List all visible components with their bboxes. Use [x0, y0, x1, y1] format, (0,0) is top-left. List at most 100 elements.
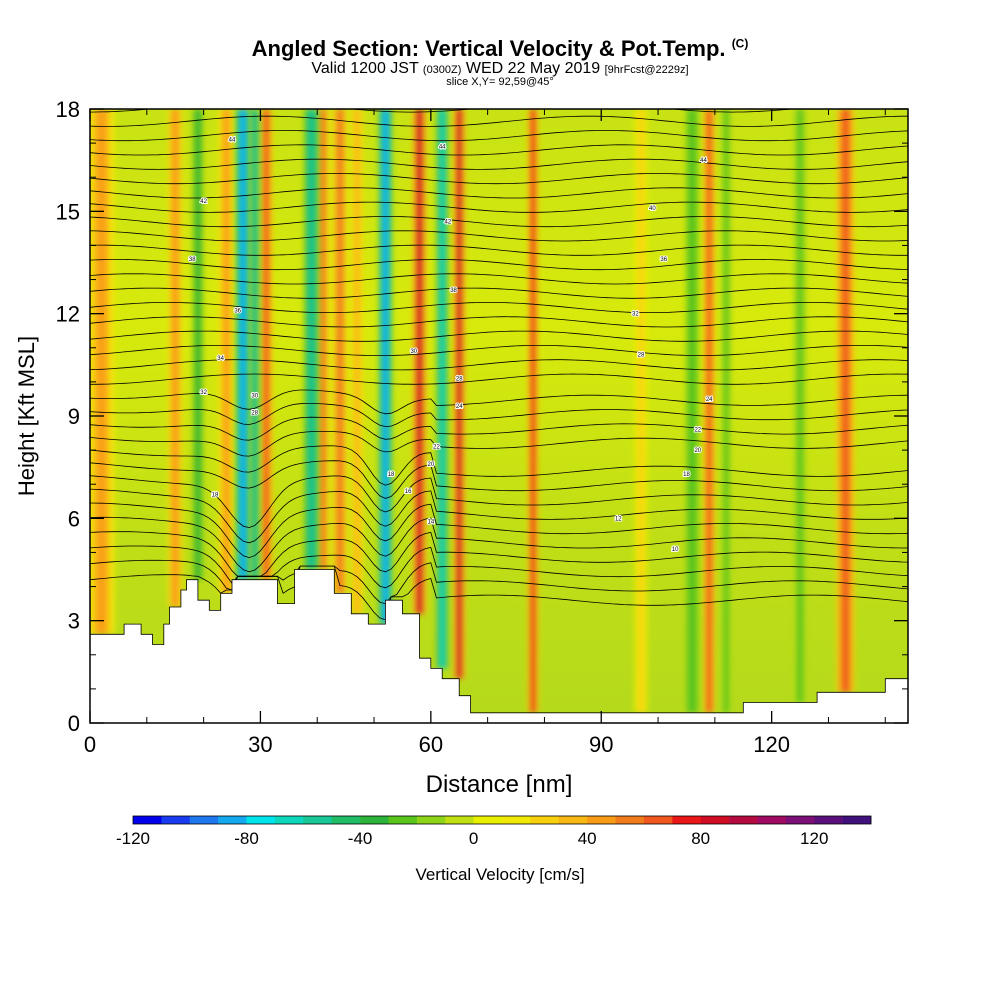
- colorbar-swatch: [530, 816, 560, 824]
- colorbar-swatch: [502, 816, 531, 824]
- updraft-band: [218, 109, 235, 594]
- isentrope-line: [90, 316, 908, 328]
- isentrope-label: 18: [683, 472, 690, 478]
- isentrope-line: [90, 460, 908, 499]
- isentrope-label: 22: [694, 428, 701, 434]
- x-tick-label: 60: [419, 732, 443, 757]
- colorbar-swatch: [161, 816, 191, 824]
- downdraft-band: [249, 109, 261, 580]
- colorbar-swatch: [587, 816, 616, 824]
- updraft-band: [703, 109, 716, 713]
- x-tick-label: 0: [84, 732, 96, 757]
- colorbar-swatch: [700, 816, 730, 824]
- colorbar-swatch: [331, 816, 361, 824]
- updraft-band: [836, 109, 855, 693]
- isentrope-label: 28: [456, 376, 463, 382]
- downdraft-band: [793, 109, 807, 703]
- isentrope-label: 40: [649, 206, 656, 212]
- x-tick-label: 30: [248, 732, 272, 757]
- isentrope-line: [90, 516, 908, 573]
- isentrope-label: 36: [234, 308, 241, 314]
- downdraft-band: [379, 109, 392, 625]
- plot-area: 44 44 44 42 42 40 38 38 36 36 32 34 30 28 32 30 28 28 24 24…: [90, 73, 908, 723]
- colorbar-tick-label: -40: [348, 829, 373, 848]
- isentrope-line: [90, 216, 908, 228]
- y-axis-label: Height [Kft MSL]: [14, 336, 39, 496]
- isentrope-line: [90, 230, 908, 242]
- colorbar-swatch: [842, 816, 872, 824]
- downdraft-band: [685, 109, 699, 713]
- title-suffix: (C): [731, 36, 749, 51]
- isentrope-line: [90, 359, 908, 371]
- y-tick-label: 18: [56, 97, 80, 122]
- x-tick-label: 120: [753, 732, 790, 757]
- isentrope-line: [90, 173, 908, 185]
- isentrope-line: [90, 416, 908, 441]
- colorbar-swatch: [246, 816, 276, 824]
- isentrope-label: 12: [615, 516, 622, 522]
- isentrope-line: [90, 502, 908, 559]
- isentrope-label: 36: [660, 257, 667, 263]
- downdraft-band: [720, 109, 732, 713]
- colorbar-tick-label: -80: [234, 829, 259, 848]
- isentrope-label: 42: [200, 199, 207, 205]
- isentrope-line: [90, 531, 908, 577]
- y-tick-label: 9: [68, 404, 80, 429]
- isentrope-label: 32: [200, 390, 207, 396]
- isentrope-label: 30: [410, 349, 417, 355]
- chart-title: Angled Section: Vertical Velocity & Pot.…: [251, 36, 749, 61]
- colorbar-swatch: [643, 816, 673, 824]
- isentrope-label: 22: [433, 445, 440, 451]
- isentrope-label: 20: [694, 448, 701, 454]
- isentrope-label: 10: [672, 547, 679, 553]
- colorbar-swatch: [473, 816, 503, 824]
- colorbar-swatch: [189, 816, 219, 824]
- isentrope-line: [90, 545, 908, 589]
- isentrope-line: [90, 302, 908, 313]
- isentrope-line: [90, 130, 908, 142]
- y-tick-label: 15: [56, 199, 80, 224]
- isentrope-label: 44: [439, 145, 446, 151]
- isentrope-label: 24: [706, 397, 713, 403]
- updraft-band: [167, 109, 183, 608]
- x-axis-label: Distance [nm]: [426, 771, 573, 798]
- colorbar-swatch: [416, 816, 446, 824]
- isentrope-line: [90, 475, 908, 529]
- isentrope-label: 42: [445, 220, 452, 226]
- updraft-band: [452, 109, 466, 679]
- colorbar-tick-label: 120: [800, 829, 828, 848]
- isentrope-label: 18: [212, 492, 219, 498]
- isentrope-label: 38: [450, 288, 457, 294]
- y-tick-label: 3: [68, 609, 80, 634]
- isentrope-line: [90, 565, 908, 621]
- y-tick-label: 6: [68, 506, 80, 531]
- isentrope-line: [90, 559, 908, 605]
- isentrope-label: 28: [251, 411, 258, 417]
- colorbar-swatch: [360, 816, 389, 824]
- isentrope-label: 30: [251, 394, 258, 400]
- colorbar-swatch: [785, 816, 815, 824]
- isentrope-line: [90, 259, 908, 271]
- updraft-band: [259, 109, 273, 580]
- y-tick-label: 0: [68, 711, 80, 736]
- isentrope-label: 24: [456, 404, 463, 410]
- isentrope-line: [90, 115, 908, 127]
- isentrope-line: [90, 273, 908, 285]
- isentrope-label: 18: [388, 472, 395, 478]
- colorbar-swatch: [133, 816, 162, 824]
- isentrope-line: [90, 73, 908, 83]
- colorbar-label: Vertical Velocity [cm/s]: [415, 865, 584, 884]
- isentrope-label: 32: [632, 312, 639, 318]
- isentrope-line: [90, 330, 908, 342]
- isentrope-label: 14: [427, 520, 434, 526]
- isentrope-line: [90, 389, 908, 415]
- updraft-band: [350, 109, 364, 614]
- isentrope-line: [90, 88, 908, 98]
- slice-label: slice X,Y= 92,59@45°: [446, 76, 554, 88]
- colorbar-swatch: [218, 816, 247, 824]
- isentrope-line: [90, 187, 908, 199]
- colorbar-swatch: [672, 816, 701, 824]
- isentrope-label: 38: [189, 257, 196, 263]
- colorbar-swatch: [388, 816, 418, 824]
